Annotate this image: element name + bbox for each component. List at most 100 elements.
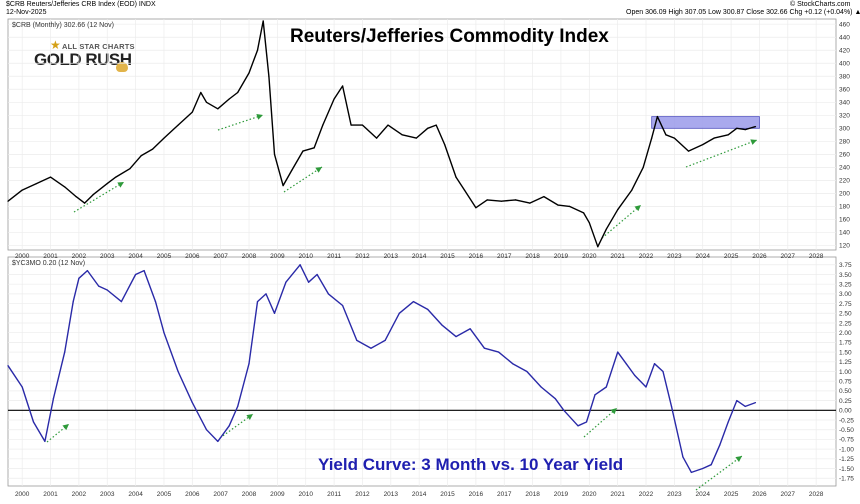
y-tick-label: 340 <box>839 100 850 107</box>
data-point <box>32 421 35 423</box>
data-point <box>563 409 565 411</box>
data-point <box>106 183 108 185</box>
x-tick-label: 2003 <box>100 253 115 260</box>
data-point <box>736 400 738 402</box>
data-point <box>313 147 315 149</box>
data-point <box>727 421 729 423</box>
x-tick-label: 2017 <box>497 253 512 260</box>
x-tick-label: 2007 <box>213 491 228 498</box>
data-point <box>415 137 417 139</box>
data-point <box>736 127 738 129</box>
data-point <box>205 429 208 431</box>
data-point <box>617 351 619 353</box>
y-tick-label: 140 <box>839 230 850 237</box>
x-tick-label: 2004 <box>128 253 143 260</box>
data-point <box>645 386 647 388</box>
data-point <box>682 456 684 458</box>
data-point <box>302 150 304 152</box>
data-point <box>152 148 154 150</box>
y-tick-label: 2.75 <box>839 301 852 308</box>
data-point <box>690 471 692 474</box>
data-point <box>333 98 335 100</box>
data-point <box>719 444 721 446</box>
data-point <box>98 285 100 287</box>
data-point <box>163 332 165 334</box>
data-point <box>617 209 619 211</box>
x-tick-label: 2028 <box>809 253 824 260</box>
y-tick-label: -1.00 <box>839 446 854 453</box>
y-tick-label: 180 <box>839 204 850 211</box>
data-point <box>702 143 704 146</box>
data-point <box>237 405 239 408</box>
arrow-head-icon <box>735 456 742 462</box>
x-tick-label: 2013 <box>384 491 399 498</box>
data-point <box>322 124 324 126</box>
data-point <box>444 143 446 146</box>
data-point <box>605 386 607 388</box>
y-tick-label: 460 <box>839 22 850 29</box>
y-tick-label: 1.50 <box>839 349 852 356</box>
data-point <box>713 137 715 139</box>
y-tick-label: 3.00 <box>839 291 852 298</box>
data-point <box>744 129 746 131</box>
data-point <box>514 199 517 201</box>
x-tick-label: 2003 <box>100 491 115 498</box>
data-point <box>754 401 757 404</box>
crb-panel-frame <box>7 18 837 251</box>
source-label: © StockCharts.com <box>790 1 851 8</box>
y-tick-label: 120 <box>839 243 850 250</box>
data-point <box>129 168 131 170</box>
y-tick-label: 2.00 <box>839 330 852 337</box>
x-tick-label: 2022 <box>639 253 654 260</box>
data-point <box>543 196 545 198</box>
data-point <box>268 75 270 77</box>
data-point <box>435 124 437 126</box>
data-point <box>256 49 259 51</box>
data-point <box>106 289 108 291</box>
y-tick-label: 0.50 <box>839 388 852 395</box>
data-point <box>83 202 86 204</box>
data-point <box>554 398 556 400</box>
data-point <box>64 186 66 188</box>
data-point <box>384 339 386 342</box>
data-point <box>135 273 137 276</box>
x-tick-label: 2008 <box>242 253 257 260</box>
data-point <box>120 301 123 303</box>
x-tick-label: 2007 <box>213 253 228 260</box>
y-tick-label: 3.25 <box>839 281 852 288</box>
data-point <box>191 401 193 404</box>
x-tick-label: 2018 <box>525 253 540 260</box>
data-point <box>583 212 585 214</box>
data-point <box>568 205 571 208</box>
data-point <box>376 137 378 139</box>
y-tick-label: 280 <box>839 139 850 146</box>
data-point <box>154 301 157 303</box>
data-point <box>282 184 284 187</box>
data-point <box>634 374 636 376</box>
data-point <box>594 394 596 396</box>
y-tick-label: 220 <box>839 178 850 185</box>
trend-arrow <box>283 166 323 193</box>
x-tick-label: 2009 <box>270 253 285 260</box>
data-point <box>21 386 23 388</box>
x-tick-label: 2006 <box>185 491 200 498</box>
data-point <box>631 189 633 191</box>
x-tick-label: 2020 <box>582 491 597 498</box>
data-point <box>512 363 514 365</box>
data-point <box>387 124 389 126</box>
data-point <box>327 293 330 295</box>
y-tick-label: -1.75 <box>839 476 854 483</box>
arrow-head-icon <box>315 167 322 173</box>
trend-arrow <box>217 114 264 131</box>
data-point <box>350 124 352 126</box>
x-tick-label: 2004 <box>128 491 143 498</box>
data-point <box>342 85 344 87</box>
data-point <box>342 304 344 307</box>
data-point <box>585 421 588 423</box>
data-point <box>597 246 599 248</box>
data-point <box>273 153 276 155</box>
data-point <box>316 273 318 276</box>
yield-title: Yield Curve: 3 Month vs. 10 Year Yield <box>318 455 623 474</box>
x-tick-label: 2011 <box>327 253 341 260</box>
x-tick-label: 2014 <box>412 491 427 498</box>
